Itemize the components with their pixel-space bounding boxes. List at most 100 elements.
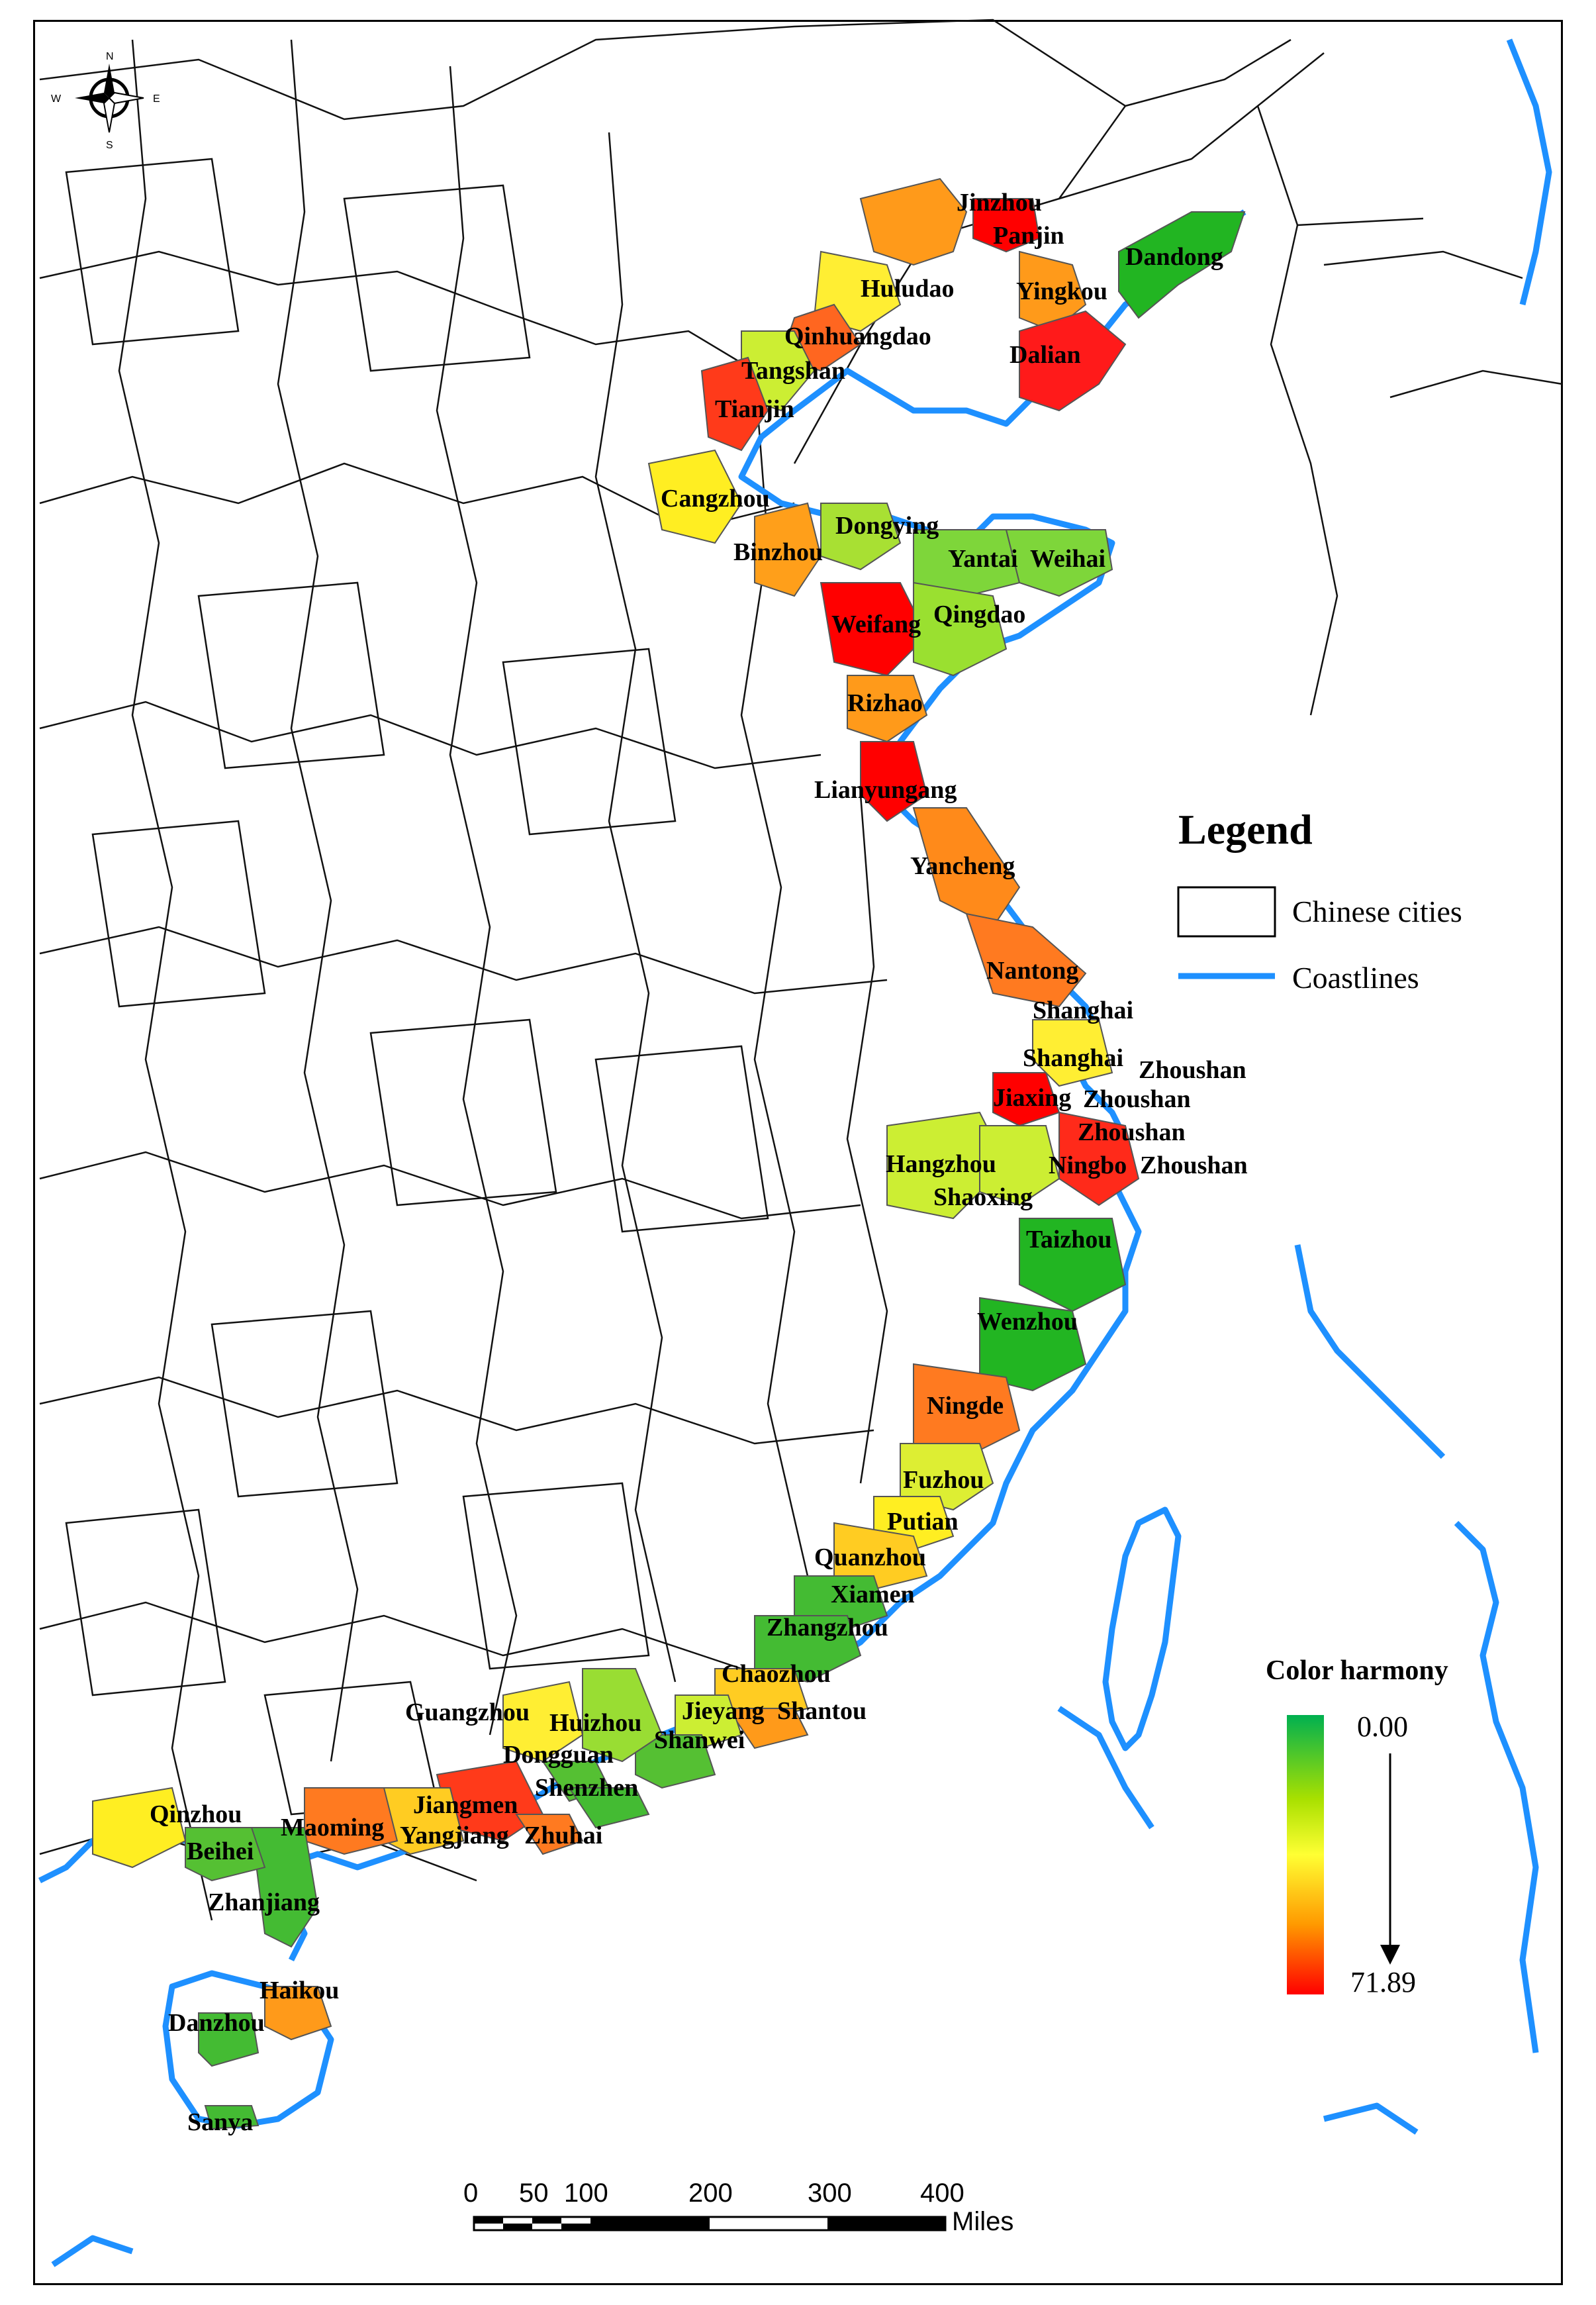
label-binzhou: Binzhou bbox=[733, 538, 823, 566]
region-weihai bbox=[1005, 529, 1113, 597]
map-frame bbox=[33, 20, 1563, 2285]
label-nantong: Nantong bbox=[986, 957, 1078, 985]
label-shaoxing: Shaoxing bbox=[933, 1183, 1033, 1211]
label-zhoushan-3: Zhoushan bbox=[1078, 1118, 1186, 1146]
city-boundaries bbox=[39, 19, 1563, 1921]
label-jiaxing: Jiaxing bbox=[993, 1084, 1071, 1112]
scale-tick-0: 0 bbox=[463, 2179, 478, 2208]
label-jiangmen: Jiangmen bbox=[413, 1791, 518, 1819]
label-huizhou: Huizhou bbox=[549, 1709, 641, 1737]
label-lianyungang: Lianyungang bbox=[814, 776, 957, 804]
harmony-max: 71.89 bbox=[1350, 1966, 1416, 1998]
harmony-title: Color harmony bbox=[1266, 1655, 1448, 1686]
label-zhuhai: Zhuhai bbox=[524, 1822, 602, 1849]
harmony-min: 0.00 bbox=[1357, 1710, 1408, 1743]
label-rizhao: Rizhao bbox=[847, 689, 923, 717]
label-beihei: Beihei bbox=[187, 1838, 254, 1865]
label-yingkou: Yingkou bbox=[1016, 277, 1107, 305]
region-jinzhou bbox=[859, 177, 968, 266]
region-jiaxing bbox=[992, 1072, 1060, 1127]
region-weifang bbox=[820, 582, 928, 677]
label-chaozhou: Chaozhou bbox=[722, 1660, 831, 1688]
label-zhangzhou: Zhangzhou bbox=[767, 1614, 888, 1642]
legend-title: Legend bbox=[1178, 806, 1313, 853]
scale-tick-400: 400 bbox=[920, 2179, 964, 2208]
legend-city-swatch bbox=[1177, 886, 1276, 938]
region-taizhou bbox=[1019, 1218, 1127, 1312]
label-taizhou: Taizhou bbox=[1026, 1226, 1112, 1253]
compass-rose-icon: N S E W bbox=[51, 51, 160, 151]
legend-coastline-label: Coastlines bbox=[1292, 961, 1419, 995]
region-ningbo bbox=[1058, 1111, 1140, 1206]
label-jieyang: Jieyang bbox=[682, 1697, 765, 1725]
region-danzhou bbox=[198, 2012, 259, 2067]
label-guangzhou: Guangzhou bbox=[405, 1698, 530, 1726]
color-harmony-scale: Color harmony 0.00 71.89 bbox=[1266, 1655, 1448, 1998]
label-qinhuangdao: Qinhuangdao bbox=[784, 322, 931, 350]
label-weifang: Weifang bbox=[831, 611, 921, 638]
harmony-gradient-bar bbox=[1287, 1715, 1324, 1994]
label-zhoushan-4: Zhoushan bbox=[1140, 1152, 1248, 1179]
scale-bar: 0 50 100 200 300 400 Miles bbox=[463, 2179, 1013, 2236]
label-sanya: Sanya bbox=[187, 2108, 253, 2136]
compass-e: E bbox=[153, 93, 160, 105]
region-haikou bbox=[264, 1986, 332, 2041]
label-shantou: Shantou bbox=[777, 1697, 867, 1725]
label-cangzhou: Cangzhou bbox=[661, 485, 770, 513]
scale-tick-200: 200 bbox=[688, 2179, 733, 2208]
region-sanya bbox=[204, 2105, 259, 2130]
region-yantai bbox=[913, 529, 1021, 597]
label-yantai: Yantai bbox=[948, 545, 1018, 573]
label-zhoushan-2: Zhoushan bbox=[1083, 1085, 1191, 1113]
label-zhoushan-1: Zhoushan bbox=[1139, 1056, 1246, 1084]
label-putian: Putian bbox=[887, 1508, 959, 1536]
scale-unit: Miles bbox=[952, 2207, 1013, 2236]
region-ningde bbox=[913, 1363, 1021, 1458]
region-zhanjiang bbox=[250, 1827, 319, 1948]
region-panjin bbox=[972, 198, 1041, 253]
region-shenzhen bbox=[568, 1787, 650, 1829]
region-zhangzhou bbox=[754, 1615, 862, 1683]
compass-s: S bbox=[106, 140, 113, 151]
region-quanzhou bbox=[833, 1522, 928, 1591]
region-shanwei bbox=[635, 1734, 716, 1789]
label-hangzhou: Hangzhou bbox=[886, 1150, 996, 1178]
region-lianyungang bbox=[860, 741, 928, 822]
region-dandong bbox=[1118, 211, 1246, 319]
label-ningde: Ningde bbox=[927, 1392, 1004, 1420]
region-yancheng bbox=[912, 807, 1021, 928]
region-zhuhai bbox=[515, 1814, 584, 1855]
region-binzhou bbox=[754, 502, 822, 597]
label-dongying: Dongying bbox=[835, 512, 939, 540]
region-guangzhou bbox=[502, 1681, 584, 1763]
compass-n: N bbox=[106, 51, 114, 62]
label-tangshan: Tangshan bbox=[741, 357, 845, 385]
label-qinzhou: Qinzhou bbox=[150, 1800, 242, 1828]
region-dongying bbox=[820, 503, 902, 571]
coastal-cities[interactable] bbox=[92, 177, 1246, 2130]
label-xiamen: Xiamen bbox=[831, 1581, 915, 1608]
label-shanghai-2: Shanghai bbox=[1023, 1044, 1123, 1072]
city-labels: Jinzhou Panjin Dandong Huludao Yingkou Q… bbox=[150, 189, 1248, 2136]
scale-tick-300: 300 bbox=[808, 2179, 852, 2208]
label-wenzhou: Wenzhou bbox=[977, 1308, 1078, 1336]
label-qingdao: Qingdao bbox=[933, 601, 1025, 628]
region-qingdao bbox=[913, 581, 1008, 677]
compass-w: W bbox=[51, 93, 62, 105]
label-shenzhen: Shenzhen bbox=[535, 1774, 638, 1802]
label-maoming: Maoming bbox=[281, 1814, 384, 1841]
label-yangjiang: Yangjiang bbox=[400, 1822, 509, 1849]
legend: Legend Chinese cities Coastlines bbox=[1177, 806, 1462, 995]
legend-cities-label: Chinese cities bbox=[1292, 895, 1462, 928]
region-shanghai bbox=[1032, 1019, 1113, 1087]
region-fuzhou bbox=[900, 1443, 994, 1511]
label-dandong: Dandong bbox=[1125, 243, 1223, 271]
scale-tick-50: 50 bbox=[519, 2179, 549, 2208]
label-tianjin: Tianjin bbox=[715, 395, 794, 423]
label-danzhou: Danzhou bbox=[168, 2009, 265, 2037]
label-weihai: Weihai bbox=[1030, 545, 1105, 573]
label-shanwei: Shanwei bbox=[654, 1726, 745, 1754]
label-jinzhou: Jinzhou bbox=[957, 189, 1042, 217]
region-nantong bbox=[965, 912, 1087, 1008]
